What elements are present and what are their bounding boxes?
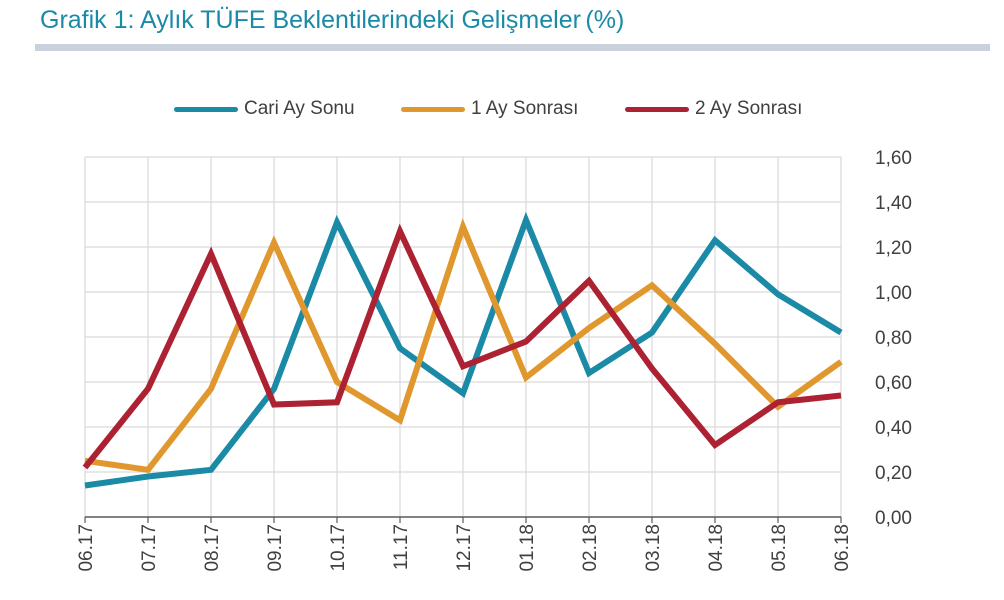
x-tick-label: 02.18 — [580, 524, 601, 572]
y-tick-label: 1,00 — [875, 283, 912, 304]
x-tick-label: 05.18 — [769, 524, 790, 572]
y-tick-label: 1,20 — [875, 238, 912, 259]
chart-title: Grafik 1: Aylık TÜFE Beklentilerindeki G… — [40, 6, 624, 35]
y-tick-label: 0,80 — [875, 328, 912, 349]
legend-label-cari-ay-sonu: Cari Ay Sonu — [244, 98, 355, 119]
title-underline — [35, 44, 990, 51]
x-tick-label: 03.18 — [643, 524, 664, 572]
x-tick-label: 04.18 — [706, 524, 727, 572]
x-tick-label: 09.17 — [265, 524, 286, 572]
chart-title-unit: (%) — [585, 6, 625, 34]
x-tick-label: 10.17 — [328, 524, 349, 572]
legend-swatch-1-ay-sonrasi — [401, 106, 465, 112]
legend-item-cari-ay-sonu: Cari Ay Sonu — [174, 94, 355, 124]
legend-swatch-2-ay-sonrasi — [625, 106, 689, 112]
x-tick-label: 07.17 — [139, 524, 160, 572]
legend-item-1-ay-sonrasi: 1 Ay Sonrası — [401, 94, 578, 124]
y-tick-label: 0,00 — [875, 508, 912, 529]
legend-item-2-ay-sonrasi: 2 Ay Sonrası — [625, 94, 802, 124]
x-tick-label: 12.17 — [454, 524, 475, 572]
x-tick-label: 11.17 — [391, 524, 412, 570]
y-tick-label: 0,20 — [875, 463, 912, 484]
x-tick-label: 06.18 — [832, 524, 853, 572]
legend-swatch-cari-ay-sonu — [174, 106, 238, 112]
legend-label-1-ay-sonrasi: 1 Ay Sonrası — [471, 98, 579, 119]
legend-label-2-ay-sonrasi: 2 Ay Sonrası — [695, 98, 803, 119]
chart-legend: Cari Ay Sonu 1 Ay Sonrası 2 Ay Sonrası — [0, 94, 1004, 124]
y-tick-label: 0,60 — [875, 373, 912, 394]
y-tick-label: 0,40 — [875, 418, 912, 439]
x-tick-label: 08.17 — [202, 524, 223, 572]
x-tick-label: 06.17 — [76, 524, 97, 572]
y-tick-label: 1,60 — [875, 148, 912, 169]
chart-title-main: Grafik 1: Aylık TÜFE Beklentilerindeki G… — [40, 6, 581, 34]
x-tick-label: 01.18 — [517, 524, 538, 572]
y-tick-label: 1,40 — [875, 193, 912, 214]
